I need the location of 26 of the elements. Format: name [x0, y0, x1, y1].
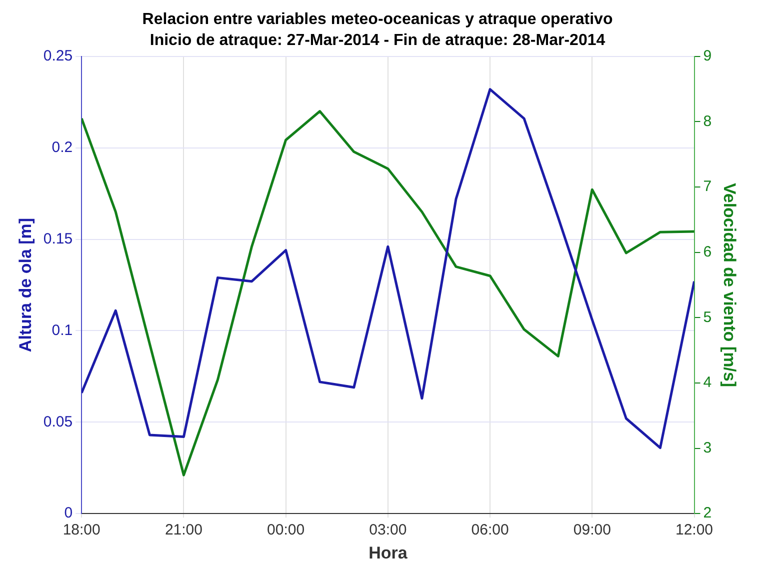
y2-tick-label: 9	[703, 48, 712, 65]
x-tick-label: 00:00	[267, 522, 305, 539]
x-tick-label: 18:00	[62, 522, 100, 539]
y2-axis-title: Velocidad de viento [m/s]	[720, 182, 740, 388]
y2-tick-label: 8	[703, 112, 712, 130]
y-tick-label: 0.15	[43, 230, 73, 248]
y2-tick-label: 7	[703, 178, 712, 196]
x-tick-label: 03:00	[369, 522, 407, 539]
x-tick-label: 06:00	[471, 522, 509, 539]
x-tick-label: 12:00	[675, 522, 714, 539]
y2-tick-label: 2	[703, 504, 712, 522]
x-axis-title: Hora	[368, 543, 408, 562]
y-tick-label: 0.05	[43, 413, 73, 430]
x-tick-label: 21:00	[164, 522, 202, 539]
y-tick-label: 0	[64, 504, 73, 522]
chart-title: Relacion entre variables meteo-oceanicas y atraque operativo	[142, 11, 613, 28]
y-tick-label: 0.25	[43, 48, 73, 65]
y-tick-label: 0.1	[52, 322, 73, 339]
y2-tick-label: 5	[703, 308, 712, 326]
y2-tick-label: 6	[703, 243, 712, 260]
x-tick-label: 09:00	[573, 522, 611, 539]
y2-tick-label: 4	[703, 374, 712, 392]
y-axis-title: Altura de ola [m]	[16, 218, 35, 352]
y-tick-label: 0.2	[52, 138, 73, 156]
chart-subtitle: Inicio de atraque: 27-Mar-2014 - Fin de atraque: 28-Mar-2014	[150, 32, 606, 50]
y2-tick-label: 3	[703, 439, 712, 456]
